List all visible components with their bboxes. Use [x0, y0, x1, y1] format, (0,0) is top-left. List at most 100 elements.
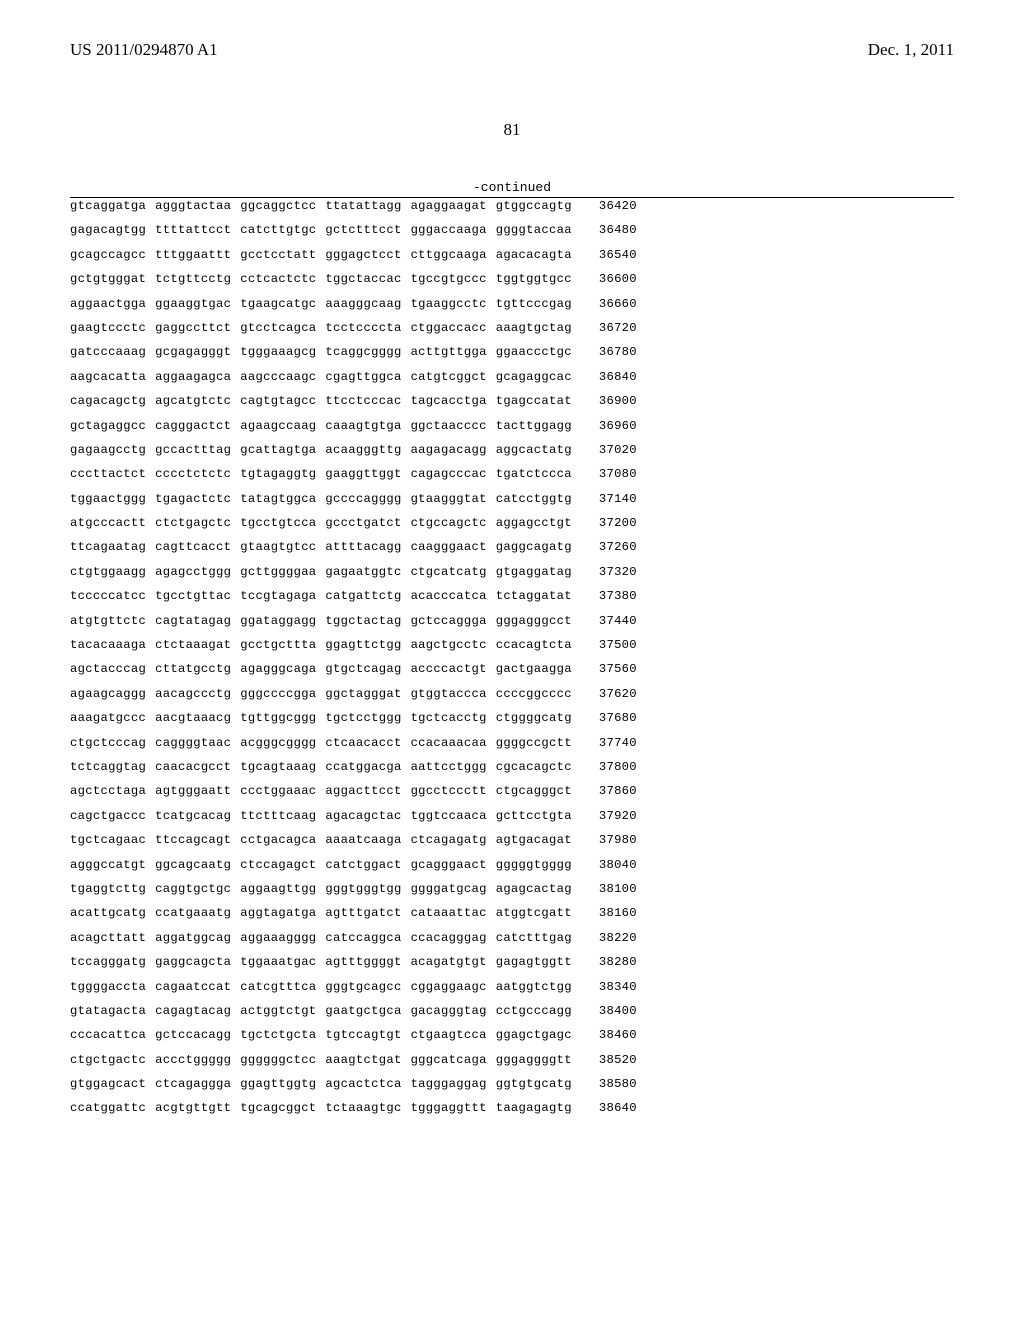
sequence-group: ccatggacga — [325, 761, 401, 773]
sequence-group: ggagctgagc — [496, 1029, 572, 1041]
sequence-group: gctctttcct — [325, 224, 401, 236]
sequence-row: tacacaaagactctaaagatgcctgctttaggagttctgg… — [70, 639, 954, 651]
sequence-position: 37320 — [599, 566, 637, 578]
continued-label: -continued — [70, 180, 954, 195]
sequence-position: 37920 — [599, 810, 637, 822]
sequence-group: ggcaggctcc — [240, 200, 316, 212]
sequence-group: gggaggggtt — [496, 1054, 572, 1066]
sequence-row: atgcccacttctctgagctctgcctgtccagccctgatct… — [70, 517, 954, 529]
sequence-group: tggtccaaca — [411, 810, 487, 822]
sequence-group: gctgtgggat — [70, 273, 146, 285]
sequence-group: tggctactag — [325, 615, 401, 627]
sequence-group: cttggcaaga — [411, 249, 487, 261]
sequence-position: 36900 — [599, 395, 637, 407]
sequence-group: cctcactctc — [240, 273, 316, 285]
sequence-group: gctccaggga — [411, 615, 487, 627]
sequence-group: ctctaaagat — [155, 639, 231, 651]
sequence-group: atggtcgatt — [496, 907, 572, 919]
sequence-group: accccactgt — [411, 663, 487, 675]
sequence-group: tgaggtcttg — [70, 883, 146, 895]
sequence-group: gggtgcagcc — [325, 981, 401, 993]
sequence-groups: gtggagcactctcagagggaggagttggtgagcactctca… — [70, 1078, 572, 1090]
sequence-groups: gctagaggcccagggactctagaagccaagcaaagtgtga… — [70, 420, 572, 432]
sequence-group: gctccacagg — [155, 1029, 231, 1041]
sequence-row: tggaactgggtgagactctctatagtggcagccccagggg… — [70, 493, 954, 505]
sequence-position: 37980 — [599, 834, 637, 846]
sequence-group: aatggtctgg — [496, 981, 572, 993]
sequence-groups: tcccccatcctgcctgttactccgtagagacatgattctg… — [70, 590, 572, 602]
sequence-group: ccatgaaatg — [155, 907, 231, 919]
sequence-row: atgtgttctccagtatagagggataggaggtggctactag… — [70, 615, 954, 627]
sequence-group: aattcctggg — [411, 761, 487, 773]
sequence-group: gggcatcaga — [411, 1054, 487, 1066]
sequence-group: gggggtgggg — [496, 859, 572, 871]
sequence-groups: cagacagctgagcatgtctccagtgtagccttcctcccac… — [70, 395, 572, 407]
sequence-group: agacacagta — [496, 249, 572, 261]
sequence-group: gcctcctatt — [240, 249, 316, 261]
sequence-group: acgtgttgtt — [155, 1102, 231, 1114]
sequence-group: cagagtacag — [155, 1005, 231, 1017]
sequence-group: tgagccatat — [496, 395, 572, 407]
sequence-group: aaagatgccc — [70, 712, 146, 724]
sequence-row: gcagccagcctttggaatttgcctcctattgggagctcct… — [70, 249, 954, 261]
sequence-group: ctgcagggct — [496, 785, 572, 797]
sequence-group: gggagggcct — [496, 615, 572, 627]
sequence-group: aagcccaagc — [240, 371, 316, 383]
sequence-group: tccagggatg — [70, 956, 146, 968]
sequence-position: 38520 — [599, 1054, 637, 1066]
sequence-group: tctaaagtgc — [325, 1102, 401, 1114]
sequence-group: cctgcccagg — [496, 1005, 572, 1017]
sequence-group: cggaggaagc — [411, 981, 487, 993]
sequence-groups: ctgctgactcaccctgggggggggggctccaaagtctgat… — [70, 1054, 572, 1066]
sequence-groups: gaagtccctcgaggccttctgtcctcagcatcctccccta… — [70, 322, 572, 334]
sequence-group: tccgtagaga — [240, 590, 316, 602]
sequence-group: gcattagtga — [240, 444, 316, 456]
sequence-group: tgccgtgccc — [411, 273, 487, 285]
sequence-groups: gcagccagcctttggaatttgcctcctattgggagctcct… — [70, 249, 572, 261]
sequence-group: ttccagcagt — [155, 834, 231, 846]
sequence-group: gcgagagggt — [155, 346, 231, 358]
sequence-group: tggctaccac — [325, 273, 401, 285]
sequence-row: tgaggtcttgcaggtgctgcaggaagttgggggtgggtgg… — [70, 883, 954, 895]
sequence-position: 36720 — [599, 322, 637, 334]
sequence-group: aggaaagggg — [240, 932, 316, 944]
sequence-position: 37620 — [599, 688, 637, 700]
sequence-group: acttgttgga — [411, 346, 487, 358]
sequence-group: tttggaattt — [155, 249, 231, 261]
sequence-group: catctggact — [325, 859, 401, 871]
sequence-group: ccatggattc — [70, 1102, 146, 1114]
sequence-row: ccatggattc acgtgttgtt tgcagcggct tctaaagtgc… — [70, 1102, 954, 1114]
sequence-group: agggtactaa — [155, 200, 231, 212]
sequence-position: 36540 — [599, 249, 637, 261]
sequence-row: gctgtgggattctgttcctgcctcactctctggctaccac… — [70, 273, 954, 285]
sequence-group: tagggaggag — [411, 1078, 487, 1090]
sequence-row: acagcttattaggatggcagaggaaaggggcatccaggca… — [70, 932, 954, 944]
sequence-groups: gatcccaaaggcgagagggttgggaaagcgtcaggcgggg… — [70, 346, 572, 358]
sequence-group: caaagtgtga — [325, 420, 401, 432]
sequence-listing: gtcaggatgaagggtactaaggcaggctccttatattagg… — [70, 200, 954, 1115]
sequence-group: ggataggagg — [240, 615, 316, 627]
sequence-group: gagagtggtt — [496, 956, 572, 968]
sequence-group: ttatattagg — [325, 200, 401, 212]
sequence-groups: gctgtgggattctgttcctgcctcactctctggctaccac… — [70, 273, 572, 285]
sequence-row: cagacagctgagcatgtctccagtgtagccttcctcccac… — [70, 395, 954, 407]
sequence-group: aagagacagg — [411, 444, 487, 456]
sequence-position: 38400 — [599, 1005, 637, 1017]
sequence-group: ccctggaaac — [240, 785, 316, 797]
sequence-group: ggctagggat — [325, 688, 401, 700]
sequence-group: cagaatccat — [155, 981, 231, 993]
sequence-group: ggagttggtg — [240, 1078, 316, 1090]
sequence-group: ctgccagctc — [411, 517, 487, 529]
sequence-position: 37860 — [599, 785, 637, 797]
sequence-group: aaagggcaag — [325, 298, 401, 310]
sequence-position: 36840 — [599, 371, 637, 383]
sequence-group: tgcagcggct — [240, 1102, 316, 1114]
sequence-group: gtaagtgtcc — [240, 541, 316, 553]
sequence-row: agaagcagggaacagccctggggccccggaggctagggat… — [70, 688, 954, 700]
sequence-row: gatcccaaaggcgagagggttgggaaagcgtcaggcgggg… — [70, 346, 954, 358]
sequence-group: agtgggaatt — [155, 785, 231, 797]
sequence-group: ggggtaccaa — [496, 224, 572, 236]
sequence-group: ggggccgctt — [496, 737, 572, 749]
sequence-group: ggtgtgcatg — [496, 1078, 572, 1090]
sequence-group: agagggcaga — [240, 663, 316, 675]
